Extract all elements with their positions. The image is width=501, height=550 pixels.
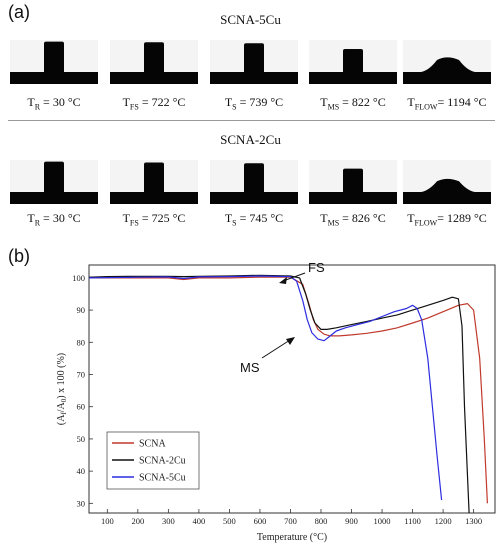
fs-arrow: [282, 272, 306, 282]
x-tick-label: 700: [284, 516, 297, 526]
x-tick-label: 300: [162, 516, 175, 526]
y-tick-label: 80: [77, 337, 86, 347]
legend-label: SCNA-2Cu: [139, 456, 186, 467]
x-tick-label: 100: [101, 516, 114, 526]
glass-cylinder-shape: [44, 41, 64, 72]
substrate-shape: [110, 72, 198, 84]
substrate-shape: [10, 72, 98, 84]
y-tick-label: 70: [77, 370, 86, 380]
fs-annotation: FS: [308, 260, 325, 275]
y-tick-label: 60: [77, 402, 86, 412]
panel-a-label: (a): [8, 2, 30, 22]
temperature-label: TR = 30 °C: [27, 95, 81, 112]
y-tick-label: 50: [77, 434, 86, 444]
sample-image-ms: [309, 160, 397, 204]
panel-b-label: (b): [8, 246, 30, 266]
sample-image-s: [210, 160, 298, 204]
series-line-scna-5cu: [88, 275, 443, 501]
glass-cylinder-shape: [343, 168, 363, 192]
temperature-label: TFLOW= 1289 °C: [407, 211, 487, 228]
y-tick-label: 40: [77, 466, 86, 476]
x-tick-label: 1100: [404, 516, 421, 526]
series-layer: [88, 274, 488, 514]
x-axis-title: Temperature (°C): [257, 532, 327, 543]
glass-cylinder-shape: [244, 163, 264, 192]
legend-label: SCNA-5Cu: [139, 473, 186, 484]
glass-cylinder-shape: [144, 42, 164, 72]
temperature-label: TFS = 722 °C: [122, 95, 186, 112]
temperature-label: TS = 739 °C: [224, 95, 284, 112]
sample-image-ms: [309, 40, 397, 84]
x-tick-label: 1300: [465, 516, 482, 526]
glass-dome-shape: [421, 178, 475, 192]
temperature-label: TMS = 822 °C: [320, 95, 386, 112]
x-tick-label: 1200: [435, 516, 452, 526]
temperature-label: TFS = 725 °C: [122, 211, 186, 228]
temperature-label: TS = 745 °C: [224, 211, 284, 228]
series-line-scna-2cu: [88, 274, 470, 514]
x-tick-label: 500: [223, 516, 236, 526]
substrate-shape: [403, 72, 491, 84]
glass-cylinder-shape: [44, 161, 64, 192]
ms-arrow: [261, 339, 291, 359]
sample-image-flow: [403, 160, 491, 204]
substrate-shape: [210, 192, 298, 204]
x-tick-label: 800: [315, 516, 328, 526]
temperature-label: TFLOW= 1194 °C: [407, 95, 487, 112]
sample-image-r: [10, 40, 98, 84]
substrate-shape: [110, 192, 198, 204]
y-tick-label: 90: [77, 305, 86, 315]
axis-ticks: 100 200 300 400 500 600 700 800 900 1000 1100 1200 1…: [72, 273, 482, 526]
sample-image-r: [10, 160, 98, 204]
glass-cylinder-shape: [244, 43, 264, 72]
glass-cylinder-shape: [144, 162, 164, 192]
row-title-scna-5cu: SCNA-5Cu: [220, 12, 281, 27]
substrate-shape: [210, 72, 298, 84]
fs-arrowhead: [279, 277, 287, 284]
sample-image-fs: [110, 40, 198, 84]
x-tick-label: 400: [193, 516, 206, 526]
substrate-shape: [403, 192, 491, 204]
glass-cylinder-shape: [343, 48, 363, 72]
y-tick-label: 30: [77, 498, 86, 508]
temperature-label: TR = 30 °C: [27, 211, 81, 228]
sample-image-flow: [403, 40, 491, 84]
legend-label: SCNA: [139, 439, 166, 450]
substrate-shape: [309, 192, 397, 204]
sample-image-s: [210, 40, 298, 84]
x-tick-label: 900: [345, 516, 358, 526]
sample-image-fs: [110, 160, 198, 204]
x-tick-label: 1000: [374, 516, 391, 526]
ms-annotation: MS: [240, 360, 260, 375]
row-title-scna-2cu: SCNA-2Cu: [220, 132, 281, 147]
substrate-shape: [309, 72, 397, 84]
y-axis-title: (Af/A0) x 100 (%): [56, 353, 68, 425]
x-tick-label: 200: [131, 516, 144, 526]
legend: SCNA SCNA-2Cu SCNA-5Cu: [106, 431, 200, 490]
substrate-shape: [10, 192, 98, 204]
x-tick-label: 600: [254, 516, 267, 526]
row-divider: [8, 120, 495, 121]
annotations: FS MS: [240, 260, 325, 375]
plot-frame: [88, 264, 496, 514]
y-tick-label: 100: [72, 273, 85, 283]
temperature-label: TMS = 826 °C: [320, 211, 386, 228]
glass-dome-shape: [421, 57, 475, 72]
ms-arrowhead: [286, 337, 295, 345]
